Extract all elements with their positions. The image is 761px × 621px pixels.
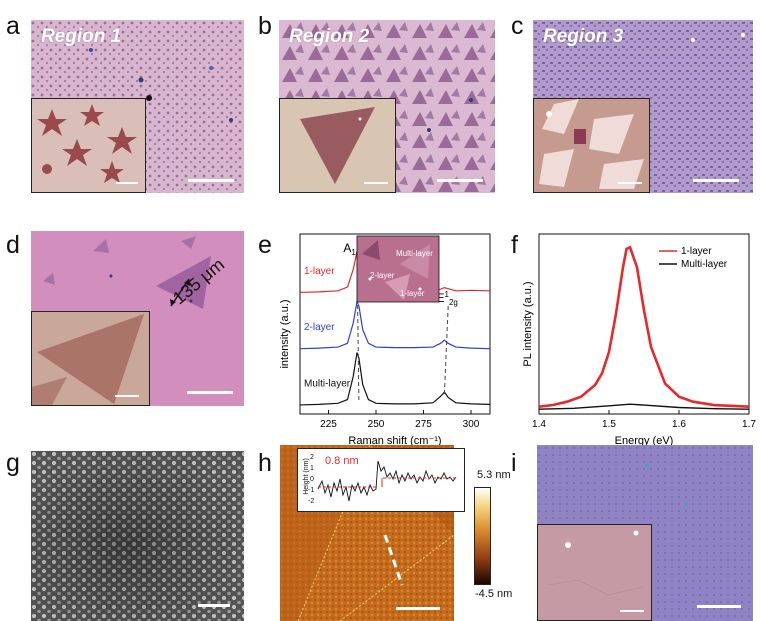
svg-text:2: 2 — [310, 454, 314, 461]
scale-bar — [198, 604, 230, 607]
height-profile-inset: Height (nm) 2 1 0 -1 -2 0.8 nm — [297, 448, 465, 512]
region-2-title: Region 2 — [289, 26, 370, 47]
legend-label: Multi-layer — [681, 259, 728, 270]
x-tick-label: 1.7 — [742, 419, 756, 430]
colorbar-max-label: 5.3 nm — [477, 469, 511, 481]
plot-frame — [538, 233, 750, 415]
x-tick-label: 225 — [320, 419, 337, 430]
atomic-lattice-graphic — [31, 451, 244, 621]
star-flakes-graphic — [32, 99, 145, 192]
e2g-label: E12g — [437, 290, 458, 307]
region-3-title: Region 3 — [543, 26, 624, 47]
scale-bar — [437, 179, 483, 182]
inset-i — [537, 524, 652, 621]
region-1-title: Region 1 — [41, 26, 122, 47]
triangle-flake-graphic — [280, 99, 395, 192]
height-colorbar — [474, 487, 491, 585]
scale-bar — [697, 605, 741, 608]
colorbar-min-label: -4.5 nm — [475, 588, 513, 600]
raman-series-2-layer — [299, 299, 491, 350]
inset-scale-bar — [116, 182, 138, 184]
series-label: 2-layer — [304, 322, 335, 333]
panel-label-h: h — [258, 449, 272, 477]
inset-layer-label: 1-layer — [400, 289, 425, 298]
panel-label-g: g — [6, 449, 20, 477]
pl-chart: 1.4 1.5 1.6 1.7 Energy (eV) PL intensity (a.u… — [522, 233, 756, 446]
height-profile-graphic: 2 1 0 -1 -2 — [308, 454, 458, 505]
optical-image-region-1: Region 1 — [31, 20, 244, 193]
legend-label: 1-layer — [681, 246, 712, 257]
pl-series-1-layer — [538, 245, 750, 408]
inset-scale-bar — [620, 610, 644, 612]
panel-label-i: i — [511, 449, 517, 477]
raman-chart: 225 250 275 300 Raman shift (cm⁻¹) intensity … — [279, 233, 491, 446]
inset-b — [279, 98, 396, 193]
panel-label-a: a — [6, 12, 20, 40]
x-tick-label: 250 — [368, 419, 385, 430]
inset-scale-bar — [618, 182, 642, 184]
pl-series-multi-layer — [538, 403, 750, 410]
inset-d — [31, 311, 150, 406]
x-axis-label: Raman shift (cm⁻¹) — [348, 435, 441, 446]
raman-series-multi-layer — [299, 352, 491, 406]
x-tick-label: 1.4 — [532, 419, 546, 430]
inset-scale-bar — [364, 182, 388, 184]
inset-scale-bar — [115, 395, 139, 397]
inset-a — [31, 98, 146, 193]
series-label: Multi-layer — [304, 378, 351, 389]
panel-label-b: b — [258, 12, 272, 40]
uniform-film-graphic — [538, 525, 651, 620]
large-triangle-flake-graphic — [32, 312, 149, 405]
panel-label-c: c — [511, 12, 524, 40]
x-tick-label: 275 — [415, 419, 432, 430]
x-axis-label: Energy (eV) — [615, 435, 674, 446]
optical-image-region-3: Region 3 — [533, 20, 753, 193]
svg-text:-1: -1 — [308, 487, 314, 494]
series-label: 1-layer — [304, 266, 335, 277]
scale-bar — [396, 607, 440, 610]
x-tick-label: 1.6 — [672, 419, 686, 430]
raman-inset-image — [356, 235, 440, 303]
inset-layer-label: 2-layer — [370, 271, 395, 280]
optical-image-i — [537, 445, 753, 621]
svg-text:0: 0 — [310, 476, 314, 483]
step-height-label: 0.8 nm — [325, 455, 359, 467]
panel-label-f: f — [511, 231, 518, 259]
panel-label-d: d — [6, 231, 20, 259]
inset-c — [533, 98, 650, 193]
optical-image-region-2: Region 2 — [279, 20, 495, 193]
scale-bar — [187, 391, 233, 394]
y-axis-label: PL intensity (a.u.) — [522, 281, 534, 366]
e2g-guide-line — [443, 305, 449, 395]
flakes-graphic — [534, 99, 649, 192]
y-axis-label: intensity (a.u.) — [279, 299, 291, 368]
optical-image-d: 135 μm — [31, 231, 244, 406]
height-axis-label: Height (nm) — [302, 458, 310, 495]
scale-bar — [693, 179, 739, 182]
panel-label-e: e — [258, 231, 272, 259]
scale-bar — [188, 179, 234, 182]
x-tick-label: 1.5 — [602, 419, 616, 430]
svg-text:1: 1 — [310, 465, 314, 472]
x-tick-label: 300 — [463, 419, 480, 430]
plot-frame — [299, 233, 491, 415]
svg-text:-2: -2 — [308, 498, 314, 505]
inset-layer-label: Multi-layer — [396, 249, 433, 258]
stem-image — [31, 451, 244, 621]
